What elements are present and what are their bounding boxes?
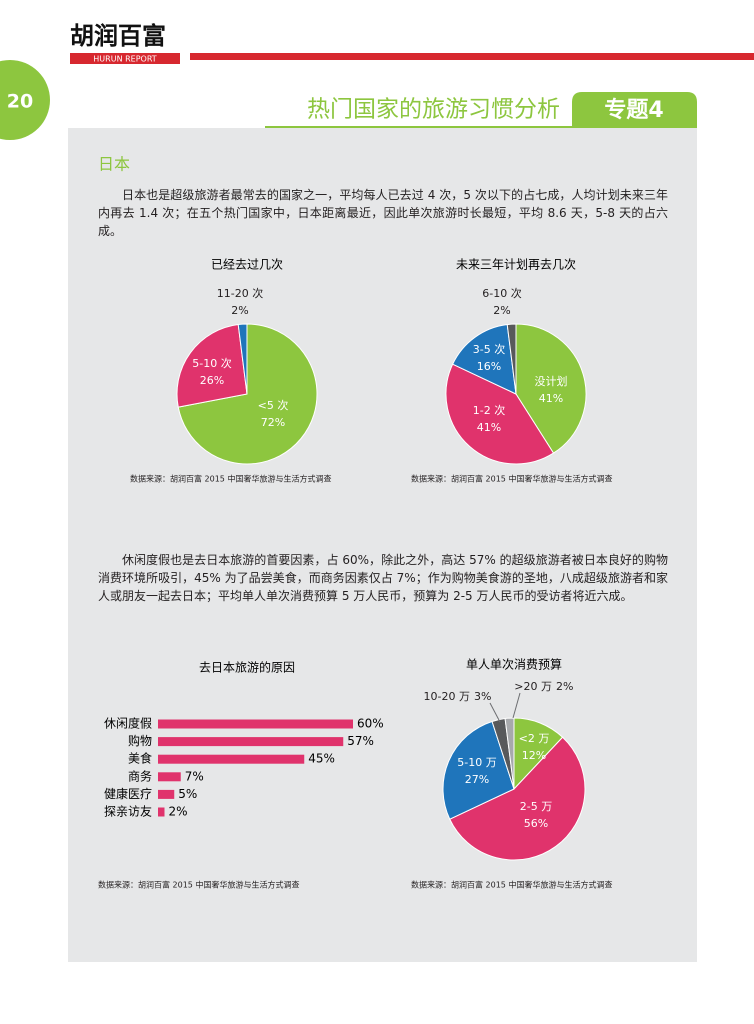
- slice-label: 5-10 次: [192, 356, 231, 370]
- bar-value-label: 2%: [169, 805, 188, 819]
- page-title: 热门国家的旅游习惯分析: [307, 97, 560, 123]
- slice-label: 5-10 万: [457, 756, 496, 769]
- slice-value: 26%: [200, 374, 224, 387]
- header-rule: [190, 53, 754, 60]
- bar: [158, 807, 165, 817]
- bar: [158, 789, 175, 799]
- leader-line: [512, 692, 521, 719]
- pie-slice: [442, 720, 515, 820]
- pie-slice: [176, 323, 248, 408]
- bar-value-label: 5%: [178, 787, 197, 801]
- slice-value: 56%: [524, 817, 548, 830]
- source-note: 数据来源：胡润百富 2015 中国奢华旅游与生活方式调查: [130, 474, 331, 484]
- slice-value: 12%: [522, 749, 546, 762]
- slice-label: 6-10 次: [482, 286, 521, 300]
- category-label: 商务: [128, 768, 152, 783]
- bar-value-label: 60%: [357, 717, 384, 731]
- slice-value: 41%: [477, 421, 501, 434]
- slice-label: 1-2 次: [473, 403, 505, 417]
- chart-title: 已经去过几次: [211, 258, 283, 272]
- slice-value: 27%: [465, 773, 489, 786]
- pie-slice: [445, 363, 555, 465]
- slice-label: 10-20 万: [424, 690, 470, 703]
- category-label: 美食: [128, 751, 152, 766]
- bar-value-label: 57%: [347, 734, 374, 748]
- section-heading: 日本: [98, 155, 130, 174]
- slice-value: 2%: [556, 680, 573, 693]
- topic-tab: [572, 92, 697, 128]
- charts: 已经去过几次 <5 次 72% 5-10 次 26% 11-20 次 2% 数据来源：胡润百富…: [98, 258, 612, 890]
- slice-value: 3%: [474, 690, 491, 703]
- source-note: 数据来源：胡润百富 2015 中国奢华旅游与生活方式调查: [411, 474, 612, 484]
- category-label: 购物: [128, 733, 152, 748]
- slice-label: 没计划: [535, 375, 568, 388]
- pie-slice: [504, 717, 515, 790]
- source-note: 数据来源：胡润百富 2015 中国奢华旅游与生活方式调查: [411, 880, 612, 890]
- category-label: 探亲访友: [104, 805, 152, 819]
- slice-label: 11-20 次: [217, 286, 263, 300]
- topic-tab-label: 专题4: [604, 97, 663, 123]
- slice-label: 3-5 次: [473, 342, 505, 356]
- pie-slice: [451, 323, 517, 395]
- chart-title: 未来三年计划再去几次: [456, 258, 576, 272]
- content-panel: [68, 128, 697, 962]
- slice-value: 72%: [261, 416, 285, 429]
- bar: [158, 754, 305, 764]
- slice-label: <5 次: [258, 398, 289, 412]
- pie-slice: [506, 323, 517, 395]
- bar: [158, 737, 344, 747]
- pie-slice: [449, 736, 586, 861]
- slice-label: 2-5 万: [520, 800, 552, 813]
- slice-label: <2 万: [519, 732, 550, 745]
- bar: [158, 772, 181, 782]
- pie-slice: [177, 323, 318, 465]
- paragraph: 日本也是超级旅游者最常去的国家之一，平均每人已去过 4 次，5 次以下的占七成，…: [98, 188, 668, 238]
- bar-value-label: 45%: [308, 752, 335, 766]
- category-label: 休闲度假: [104, 716, 152, 731]
- leader-line: [489, 702, 501, 723]
- pie-slice: [237, 323, 248, 395]
- page-number: 20: [7, 91, 33, 113]
- logo: 胡润百富: [70, 22, 166, 50]
- chart-title: 单人单次消费预算: [466, 657, 562, 672]
- logo-sub: HURUN REPORT: [93, 55, 157, 64]
- paragraph: 休闲度假也是去日本旅游的首要因素，占 60%，除此之外，高达 57% 的超级旅游…: [98, 553, 668, 603]
- page-badge: [0, 60, 50, 140]
- category-label: 健康医疗: [104, 786, 152, 801]
- slice-label: >20 万: [514, 680, 552, 693]
- bar: [158, 719, 353, 729]
- slice-value: 41%: [539, 392, 563, 405]
- slice-value: 2%: [231, 304, 248, 317]
- bar-value-label: 7%: [185, 769, 204, 783]
- logo-band: [70, 53, 180, 64]
- slice-value: 16%: [477, 360, 501, 373]
- source-note: 数据来源：胡润百富 2015 中国奢华旅游与生活方式调查: [98, 880, 299, 890]
- chart-title: 去日本旅游的原因: [199, 660, 295, 675]
- slice-value: 2%: [493, 304, 510, 317]
